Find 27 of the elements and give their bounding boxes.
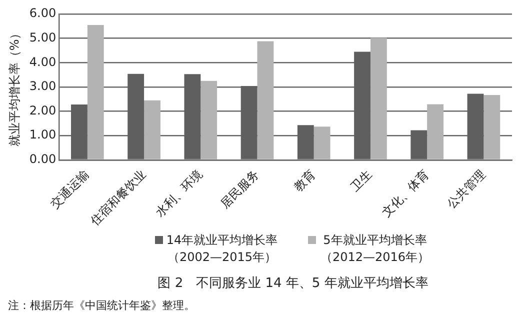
y-tick-label: 0.00 [29, 152, 56, 166]
text: 图 2 不同服务业 14 年、5 年就业平均增长率 [156, 275, 430, 292]
legend-label: 5年就业平均增长率（2012—2016年） [319, 232, 431, 266]
x-tick-label: 文化、体育 [379, 167, 432, 220]
y-tick-label: 6.00 [29, 6, 56, 20]
x-tick-label: 交通运输 [48, 167, 92, 212]
y-tick-label: 5.00 [29, 30, 56, 44]
bar [370, 38, 387, 160]
y-tick-label: 2.00 [29, 103, 56, 118]
x-tick-label: 卫生 [348, 167, 375, 194]
bar [427, 104, 444, 160]
bar [484, 94, 500, 160]
x-tick-label: 公共管理 [444, 167, 488, 212]
y-axis-title: 就业平均增长率（%） [7, 27, 22, 147]
bar [257, 41, 274, 160]
y-tick-label: 1.00 [29, 128, 56, 142]
text: 注：根据历年《中国统计年鉴》整理。 [8, 298, 196, 313]
bar [314, 126, 330, 160]
x-tick-label: 水利、环境 [152, 167, 205, 220]
bar [200, 80, 218, 160]
bar [87, 24, 104, 160]
y-tick-label: 4.00 [29, 54, 56, 69]
bar [144, 100, 160, 160]
legend-label: 14年就业平均增长率（2002—2015年） [166, 232, 278, 266]
x-tick-label: 居民服务 [218, 167, 262, 212]
x-tick-label: 教育 [291, 167, 318, 194]
y-tick-label: 3.00 [29, 79, 56, 94]
